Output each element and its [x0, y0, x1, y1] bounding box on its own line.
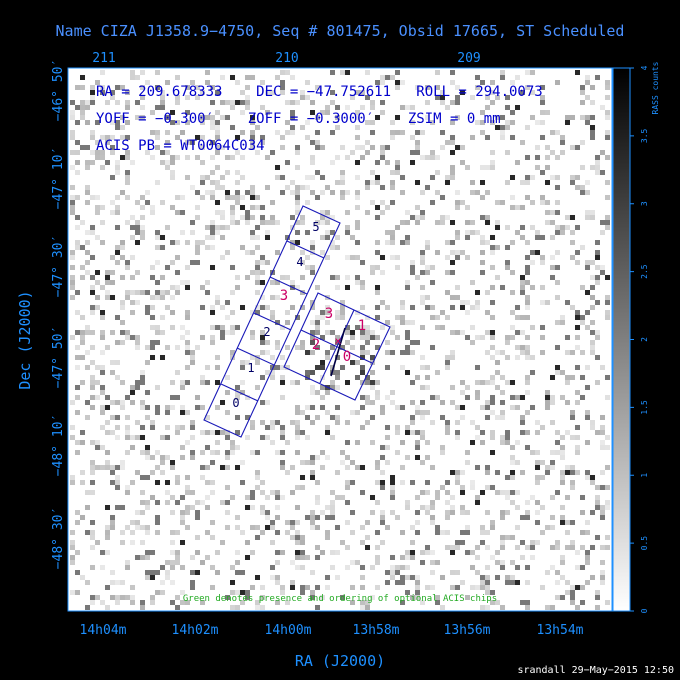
colorbar-tick-label: 0: [640, 608, 649, 613]
chip-divider: [253, 312, 292, 331]
colorbar: 0 0.5 1 1.5 2 2.5 3 3.5 4 RASS counts: [612, 61, 660, 613]
chip-divider: [269, 276, 308, 295]
optional-chips-note: Green denotes presence and ordering of o…: [183, 594, 497, 604]
chip-divider: [286, 240, 325, 259]
x-axis-label: RA (J2000): [295, 652, 385, 670]
bottom-tick-label: 14h04m: [80, 623, 127, 638]
colorbar-tick-label: 2.5: [640, 264, 649, 279]
chip-i-label: 3: [325, 306, 333, 322]
bottom-tick-label: 13h54m: [537, 623, 584, 638]
chip-s-label: 1: [247, 361, 254, 375]
top-tick-label: 211: [92, 51, 115, 66]
colorbar-tick-label: 3: [640, 201, 649, 206]
colorbar-ticks: 0 0.5 1 1.5 2 2.5 3 3.5 4: [630, 65, 649, 613]
plot-frame: [67, 67, 613, 612]
rass-noise-pixels: [70, 70, 610, 610]
left-tick-label: −48° 30′: [51, 507, 66, 570]
colorbar-tick-label: 1.5: [640, 400, 649, 415]
colorbar-tick-label: 1: [640, 473, 649, 478]
chip-i-label: 1: [358, 318, 366, 334]
bottom-tick-label: 14h00m: [265, 623, 312, 638]
colorbar-label: RASS counts: [651, 61, 660, 114]
pointing-line-2: YOFF = −0.300′ ZOFF = −0.3000′ ZSIM = 0 …: [96, 111, 501, 127]
pointing-direction-marker: [330, 327, 346, 377]
chip-s-label: 2: [263, 325, 270, 339]
colorbar-gradient: [613, 68, 630, 611]
y-axis-label: Dec (J2000): [16, 290, 34, 389]
top-tick-label: 209: [457, 51, 480, 66]
pointing-line-3: ACIS PB = WT0064C034: [96, 138, 265, 154]
left-tick-label: −47° 50′: [51, 326, 66, 389]
chip-s-label-highlight: 3: [280, 288, 288, 304]
pointing-line-1: RA = 209.678333 DEC = −47.752611 ROLL = …: [96, 84, 543, 100]
top-tick-label: 210: [275, 51, 298, 66]
bottom-tick-label: 13h58m: [353, 623, 400, 638]
left-tick-label: −47° 10′: [51, 147, 66, 210]
colorbar-tick-label: 4: [640, 65, 649, 70]
acis-i-outline: [283, 292, 391, 401]
plot-title: Name CIZA J1358.9−4750, Seq # 801475, Ob…: [56, 22, 625, 40]
colorbar-tick-label: 3.5: [640, 128, 649, 143]
chip-s-label: 4: [296, 255, 303, 269]
aimpoint-marker: ×: [334, 334, 341, 348]
left-tick-label: −48° 10′: [51, 414, 66, 477]
left-tick-label: −47° 30′: [51, 235, 66, 298]
footer-credit: srandall 29−May−2015 12:50: [517, 665, 674, 676]
chip-i-label: 0: [343, 349, 351, 365]
bottom-tick-label: 14h02m: [172, 623, 219, 638]
chip-s-label: 0: [232, 396, 239, 410]
chip-s-label: 5: [312, 220, 319, 234]
bottom-tick-label: 13h56m: [444, 623, 491, 638]
chip-divider: [236, 347, 275, 366]
chip-divider: [220, 383, 259, 402]
colorbar-tick-label: 0.5: [640, 536, 649, 551]
chip-i-label: 2: [312, 337, 320, 353]
chip-divider: [300, 329, 373, 364]
acis-i-array: 3 1 2 0 ×: [283, 292, 391, 401]
left-tick-label: −46° 50′: [51, 59, 66, 122]
acis-s-array: 0 1 2 3 4 5: [203, 205, 341, 438]
colorbar-tick-label: 2: [640, 337, 649, 342]
